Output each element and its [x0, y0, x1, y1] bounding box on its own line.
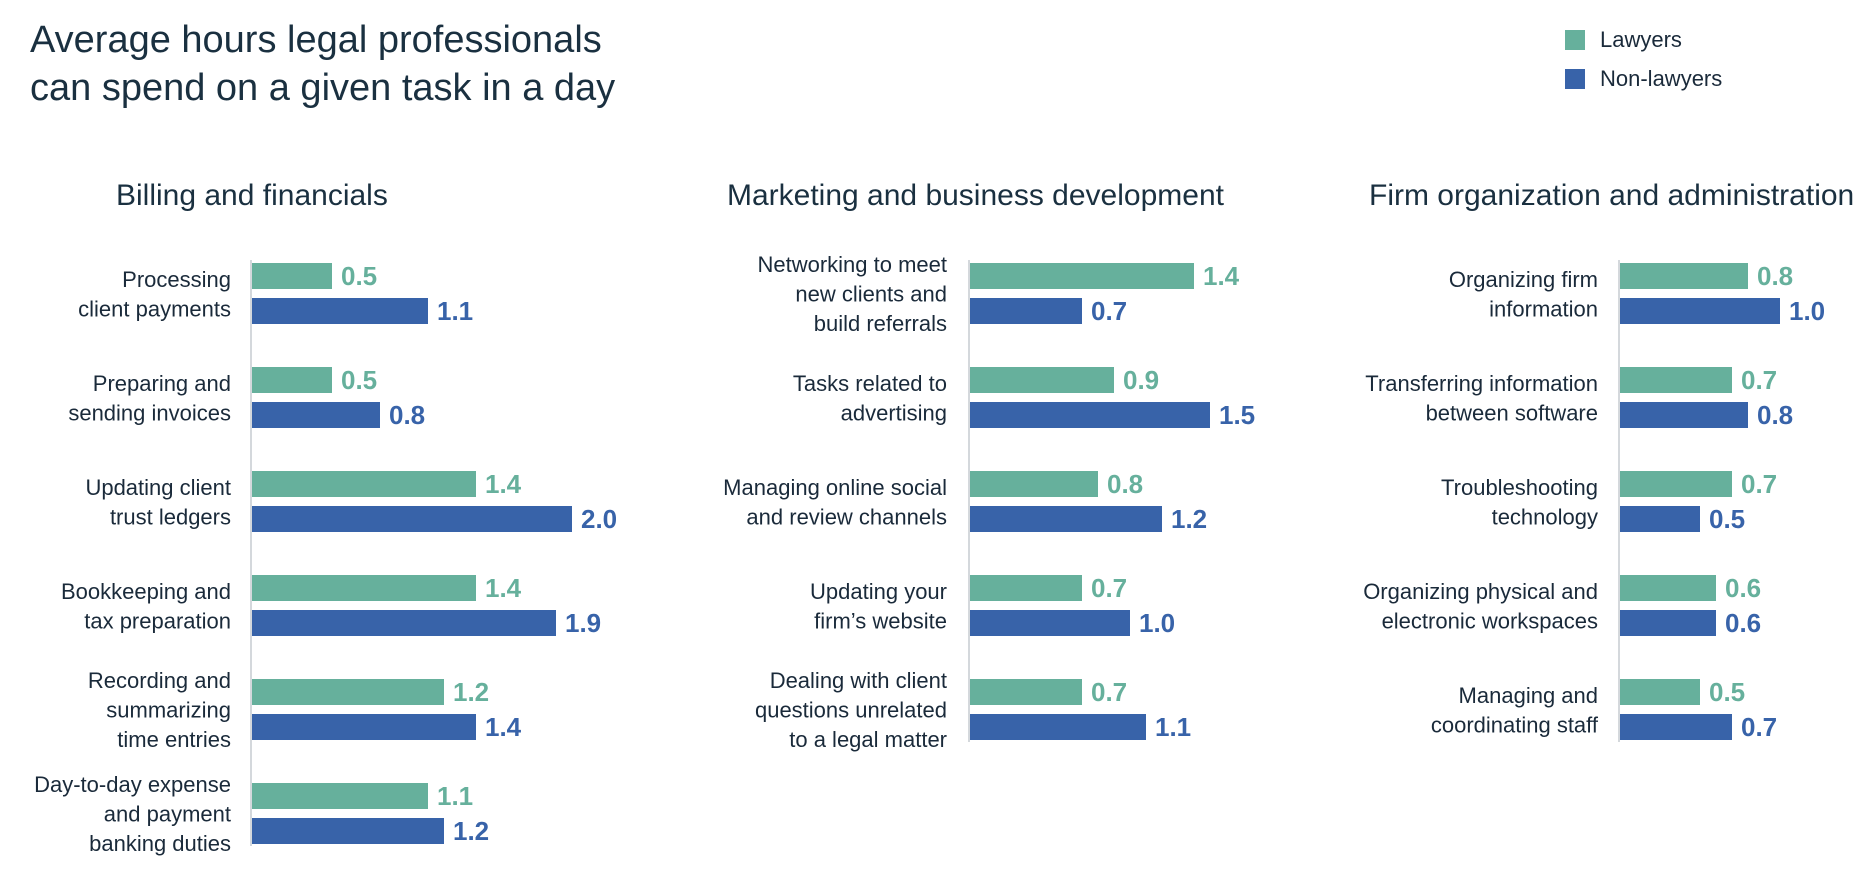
category-label: Processing client payments [78, 267, 231, 322]
bar-lawyers [1620, 679, 1700, 705]
bar-lawyers [1620, 367, 1732, 393]
value-label-non-lawyers: 1.2 [1171, 504, 1207, 534]
bar-non-lawyers [1620, 506, 1700, 532]
legend-swatch-non-lawyers [1565, 68, 1585, 89]
legend-label-lawyers: Lawyers [1600, 26, 1682, 52]
bar-lawyers [970, 367, 1114, 393]
bar-non-lawyers [1620, 714, 1732, 740]
category-label: Day-to-day expense and payment banking dut… [34, 772, 231, 856]
legend-label-non-lawyers: Non-lawyers [1600, 65, 1723, 91]
bar-non-lawyers [970, 506, 1162, 532]
value-label-lawyers: 1.4 [485, 573, 522, 603]
category-label: Preparing and sending invoices [68, 371, 231, 426]
category-label: Updating client trust ledgers [85, 475, 231, 530]
value-label-lawyers: 0.7 [1741, 365, 1777, 395]
bar-lawyers [970, 679, 1082, 705]
bar-lawyers [252, 471, 476, 497]
bar-non-lawyers [252, 402, 380, 428]
bar-non-lawyers [252, 818, 444, 844]
value-label-lawyers: 1.1 [437, 781, 473, 811]
value-label-lawyers: 0.5 [1709, 677, 1745, 707]
bar-non-lawyers [252, 714, 476, 740]
value-label-lawyers: 1.4 [1203, 261, 1240, 291]
value-label-non-lawyers: 1.4 [485, 712, 522, 742]
chart-title-line-2: can spend on a given task in a day [30, 67, 616, 109]
value-label-non-lawyers: 1.0 [1139, 608, 1175, 638]
panel-3: Firm organization and administration Orga… [1363, 179, 1854, 742]
bar-non-lawyers [1620, 610, 1716, 636]
bar-lawyers [1620, 471, 1732, 497]
chart-title: Average hours legal professionals can sp… [30, 16, 615, 112]
value-label-lawyers: 0.7 [1091, 677, 1127, 707]
value-label-lawyers: 0.9 [1123, 365, 1159, 395]
bar-non-lawyers [970, 714, 1146, 740]
bar-non-lawyers [252, 610, 556, 636]
chart-title-line-1: Average hours legal professionals [30, 19, 602, 61]
bar-lawyers [252, 367, 332, 393]
bar-lawyers [252, 575, 476, 601]
value-label-lawyers: 1.4 [485, 469, 522, 499]
category-label: Transferring information between software [1365, 371, 1598, 426]
category-label: Tasks related to advertising [793, 371, 947, 426]
category-label: Networking to meet new clients and build r… [757, 252, 947, 336]
bar-lawyers [252, 263, 332, 289]
value-label-non-lawyers: 2.0 [581, 504, 617, 534]
bar-non-lawyers [252, 506, 572, 532]
bar-lawyers [1620, 263, 1748, 289]
legend-item-lawyers: Lawyers [1565, 20, 1722, 59]
category-label: Recording and summarizing time entries [88, 668, 231, 752]
value-label-lawyers: 0.5 [341, 261, 377, 291]
bar-lawyers [252, 783, 428, 809]
value-label-non-lawyers: 1.5 [1219, 400, 1255, 430]
panel-2: Marketing and business development Networ… [723, 179, 1255, 752]
category-label: Organizing firm information [1449, 267, 1598, 322]
bar-non-lawyers [970, 402, 1210, 428]
value-label-non-lawyers: 1.1 [437, 296, 473, 326]
value-label-lawyers: 0.7 [1741, 469, 1777, 499]
category-label: Bookkeeping and tax preparation [61, 579, 231, 634]
legend-item-non-lawyers: Non-lawyers [1565, 59, 1722, 98]
panel-title: Marketing and business development [727, 179, 1225, 212]
category-label: Managing and coordinating staff [1431, 683, 1599, 738]
value-label-lawyers: 0.7 [1091, 573, 1127, 603]
panel-title: Billing and financials [116, 179, 388, 212]
bar-non-lawyers [970, 298, 1082, 324]
bar-non-lawyers [1620, 402, 1748, 428]
value-label-lawyers: 0.8 [1107, 469, 1143, 499]
bar-non-lawyers [1620, 298, 1780, 324]
value-label-non-lawyers: 1.1 [1155, 712, 1191, 742]
bar-non-lawyers [970, 610, 1130, 636]
value-label-non-lawyers: 0.8 [1757, 400, 1793, 430]
bar-lawyers [252, 679, 444, 705]
value-label-non-lawyers: 0.5 [1709, 504, 1745, 534]
value-label-lawyers: 0.5 [341, 365, 377, 395]
legend-swatch-lawyers [1565, 29, 1585, 50]
value-label-non-lawyers: 1.0 [1789, 296, 1825, 326]
panel-title: Firm organization and administration [1369, 179, 1854, 212]
category-label: Managing online social and review channel… [723, 475, 947, 530]
category-label: Troubleshooting technology [1441, 475, 1598, 530]
category-label: Updating your firm’s website [810, 579, 947, 634]
bar-lawyers [970, 471, 1098, 497]
value-label-non-lawyers: 0.7 [1741, 712, 1777, 742]
value-label-non-lawyers: 0.6 [1725, 608, 1761, 638]
value-label-non-lawyers: 0.7 [1091, 296, 1127, 326]
bar-lawyers [970, 575, 1082, 601]
category-label: Dealing with client questions unrelated to… [755, 668, 947, 752]
category-label: Organizing physical and electronic worksp… [1363, 579, 1598, 634]
panel-1: Billing and financials Processing client p… [34, 179, 617, 856]
legend: Lawyers Non-lawyers [1565, 20, 1722, 98]
bar-lawyers [1620, 575, 1716, 601]
value-label-lawyers: 0.6 [1725, 573, 1761, 603]
bar-non-lawyers [252, 298, 428, 324]
value-label-non-lawyers: 0.8 [389, 400, 425, 430]
bar-lawyers [970, 263, 1194, 289]
value-label-lawyers: 1.2 [453, 677, 489, 707]
value-label-lawyers: 0.8 [1757, 261, 1793, 291]
value-label-non-lawyers: 1.9 [565, 608, 601, 638]
value-label-non-lawyers: 1.2 [453, 816, 489, 846]
